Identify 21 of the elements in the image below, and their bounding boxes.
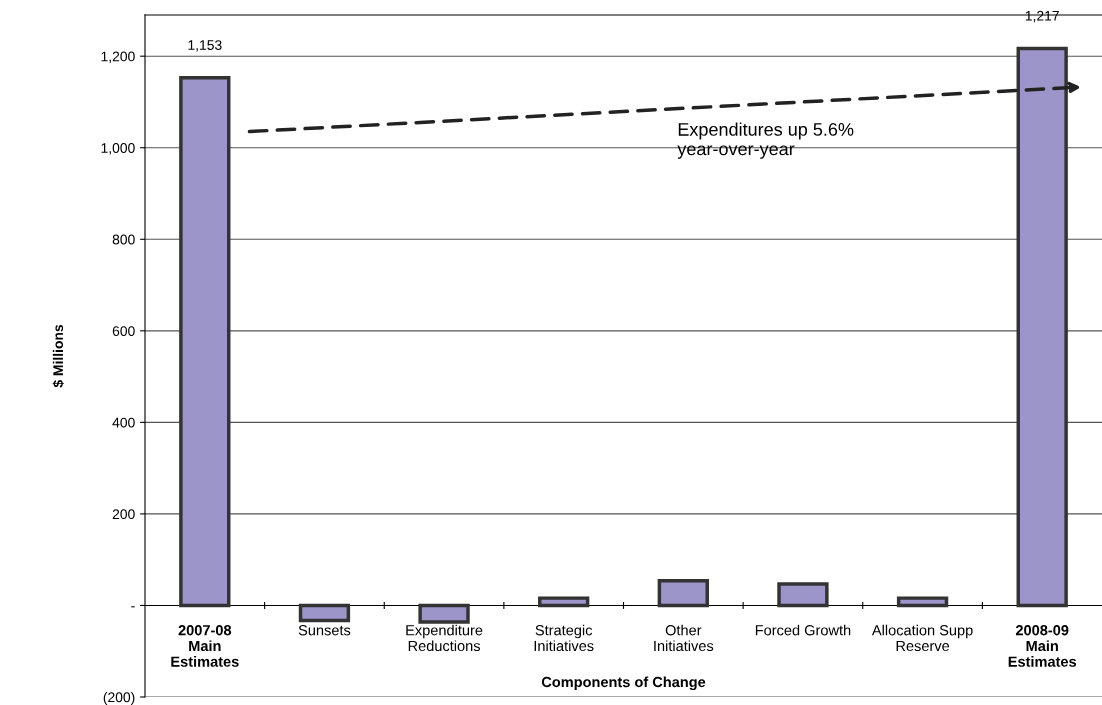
x-tick-label: 2008-09 Main Estimates	[1008, 625, 1077, 667]
x-tick-label: Expenditure Reductions	[406, 624, 483, 652]
x-tick-label: 2007-08 Main Estimates	[171, 625, 239, 667]
x-axis-title: Components of Change	[541, 676, 706, 691]
x-tick-label: Forced Growth	[755, 624, 851, 636]
y-tick-label: 400	[112, 417, 135, 428]
data-label: 1,217	[1025, 10, 1059, 23]
y-tick-label: 1,200	[101, 51, 135, 63]
x-tick-label: Allocation Supp Reserve	[871, 624, 973, 652]
y-tick-label: 800	[112, 234, 135, 245]
data-label: 1,153	[188, 40, 222, 52]
x-tick-label: Other Initiatives	[654, 624, 714, 652]
y-tick-label: (200)	[103, 691, 135, 705]
annotation: Expenditures up 5.6% year-over-year	[677, 122, 854, 159]
x-tick-label: Sunsets	[298, 625, 351, 636]
x-tick-label: Strategic Initiatives	[534, 624, 594, 652]
y-tick-label: 600	[112, 326, 135, 336]
y-axis-title: $ Millions	[52, 324, 64, 388]
y-tick-label: 200	[112, 509, 135, 520]
y-tick-label: -	[131, 606, 135, 608]
y-tick-label: 1,000	[101, 143, 135, 155]
